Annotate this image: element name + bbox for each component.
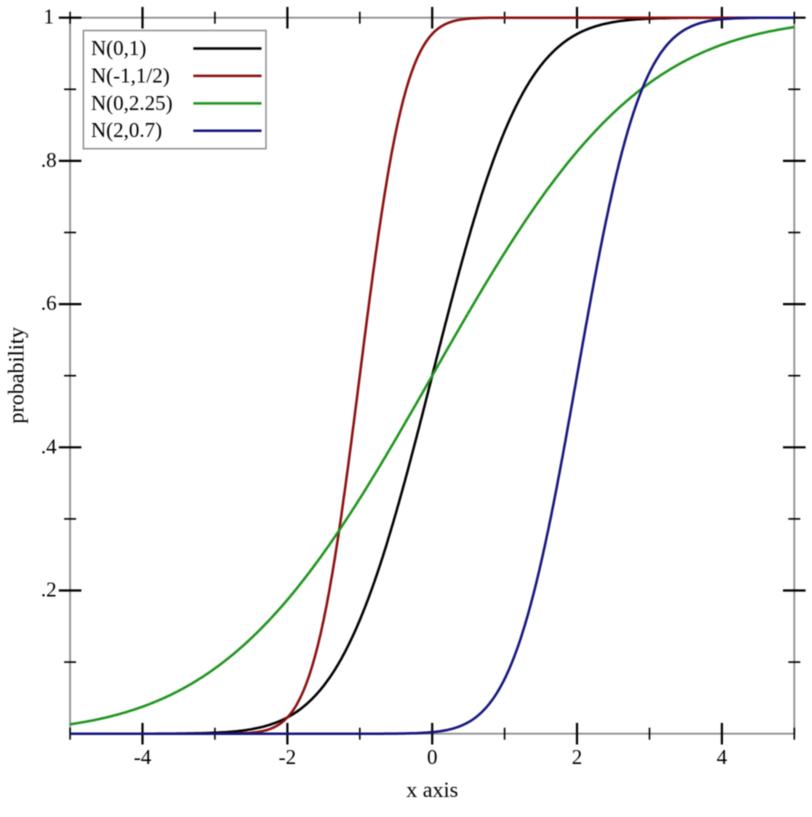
svg-text:4: 4 [717, 745, 728, 769]
svg-text:N(0,1): N(0,1) [91, 36, 146, 60]
svg-text:2: 2 [572, 745, 583, 769]
svg-text:1: 1 [44, 5, 55, 29]
svg-text:x axis: x axis [406, 777, 458, 802]
svg-text:N(0,2.25): N(0,2.25) [91, 91, 173, 115]
svg-text:.2: .2 [41, 578, 57, 602]
svg-text:.4: .4 [41, 434, 57, 458]
svg-text:0: 0 [427, 745, 438, 769]
svg-text:.8: .8 [41, 148, 57, 172]
svg-text:N(-1,1/2): N(-1,1/2) [91, 63, 170, 87]
svg-text:probability: probability [4, 327, 29, 424]
svg-text:N(2,0.7): N(2,0.7) [91, 118, 162, 142]
svg-text:-4: -4 [134, 745, 152, 769]
svg-text:-2: -2 [279, 745, 297, 769]
svg-text:.6: .6 [41, 291, 57, 315]
